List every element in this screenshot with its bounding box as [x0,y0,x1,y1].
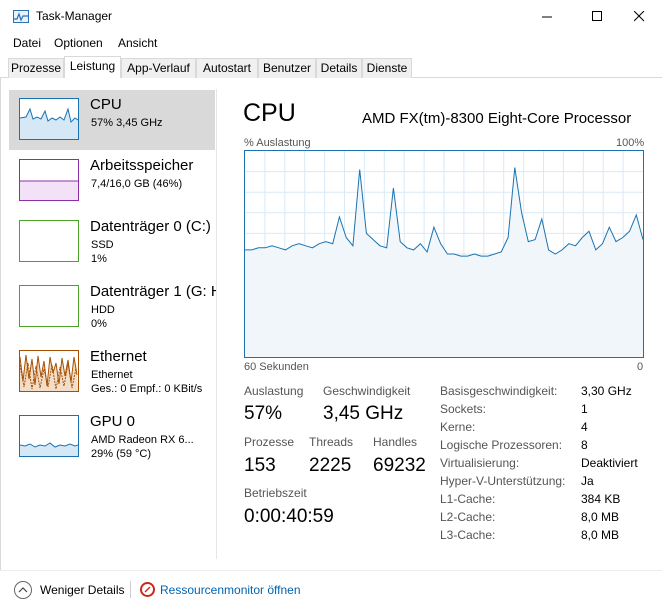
chevron-up-icon[interactable] [14,581,32,599]
stat-value-betriebszeit: 0:00:40:59 [244,506,334,527]
stat-label-prozesse: Prozesse [244,435,295,449]
resource-stat-cpu: 57% 3,45 GHz [91,117,163,129]
stat-label-threads: Threads [309,435,354,449]
close-icon [634,11,645,22]
tab-prozesse[interactable]: Prozesse [8,58,64,78]
maximize-icon [592,11,602,21]
tab-app-verlauf[interactable]: App-Verlauf [121,58,196,78]
stat-value-threads: 2225 [309,455,352,476]
resource-item-cpu[interactable]: CPU 57% 3,45 GHz [9,90,215,150]
stat-label-geschwindigkeit: Geschwindigkeit [323,384,411,398]
resource-stat-ethernet: Ges.: 0 Empf.: 0 KBit/s [91,383,203,395]
task-manager-app-icon [13,10,29,23]
resource-stat-disk-1: 0% [91,318,107,330]
menu-bar: Datei Optionen Ansicht [0,33,662,53]
info-value: 4 [581,420,588,434]
maximize-button[interactable] [574,0,620,32]
graph-x-end: 0 [637,361,644,373]
info-value: Ja [581,474,594,488]
info-label: Logische Prozessoren: [440,438,563,452]
info-label: L3-Cache: [440,528,496,542]
resource-model-gpu: AMD Radeon RX 6... [91,434,194,446]
graph-x-start: 60 Sekunden [244,361,309,373]
info-label: L1-Cache: [440,492,496,506]
menu-datei[interactable]: Datei [13,36,42,50]
resource-type-disk-1: HDD [91,304,115,316]
stat-value-prozesse: 153 [244,455,276,476]
stat-label-handles: Handles [373,435,418,449]
info-value: 8 [581,438,588,452]
title-bar[interactable]: Task-Manager [0,0,662,32]
menu-optionen[interactable]: Optionen [54,36,103,50]
memory-graph-icon [19,159,79,201]
resource-item-gpu[interactable]: GPU 0 AMD Radeon RX 6... 29% (59 °C) [9,407,215,467]
cpu-usage-chart [245,151,643,357]
resource-item-disk-1[interactable]: Datenträger 1 (G: H HDD 0% [9,277,216,337]
resource-stat-memory: 7,4/16,0 GB (46%) [91,178,183,190]
resource-monitor-icon[interactable] [140,582,155,597]
resource-name-gpu: GPU 0 [90,413,136,430]
graph-y-label: % Auslastung [244,137,311,149]
cpu-usage-line [245,167,643,257]
info-label: Basisgeschwindigkeit: [440,384,558,398]
minimize-icon [542,16,552,18]
close-button[interactable] [616,0,662,32]
resource-type-ethernet: Ethernet [91,369,133,381]
info-value: 3,30 GHz [581,384,632,398]
cpu-usage-area [245,167,643,357]
disk-graph-icon [19,220,79,262]
cpu-model-name: AMD FX(tm)-8300 Eight-Core Processor [362,110,632,127]
stat-label-betriebszeit: Betriebszeit [244,486,307,500]
stat-label-auslastung: Auslastung [244,384,304,398]
detail-title: CPU [243,99,296,127]
info-value: 384 KB [581,492,621,506]
disk-graph-icon [19,285,79,327]
tab-bar: Prozesse Leistung App-Verlauf Autostart … [0,56,662,79]
resource-item-memory[interactable]: Arbeitsspeicher 7,4/16,0 GB (46%) [9,151,215,211]
resource-list: CPU 57% 3,45 GHz Arbeitsspeicher 7,4/16,… [9,89,216,559]
resource-name-disk-0: Datenträger 0 (C:) [90,218,211,235]
tab-dienste[interactable]: Dienste [362,58,412,78]
resource-stat-gpu: 29% (59 °C) [91,448,152,460]
tab-details[interactable]: Details [316,58,362,78]
info-label: L2-Cache: [440,510,496,524]
info-value: Deaktiviert [581,456,638,470]
stat-value-geschwindigkeit: 3,45 GHz [323,403,404,424]
bottom-separator [130,581,131,598]
menu-ansicht[interactable]: Ansicht [118,36,158,50]
info-label: Hyper-V-Unterstützung: [440,474,566,488]
info-label: Virtualisierung: [440,456,520,470]
fewer-details-button[interactable]: Weniger Details [40,583,125,597]
stat-value-auslastung: 57% [244,403,283,424]
graph-y-max: 100% [616,137,645,149]
resource-name-memory: Arbeitsspeicher [90,157,194,174]
info-label: Kerne: [440,420,476,434]
info-value: 1 [581,402,588,416]
cpu-graph-icon [19,98,79,140]
bottom-bar: Weniger Details Ressourcenmonitor öffnen [0,570,662,604]
open-resource-monitor-link[interactable]: Ressourcenmonitor öffnen [160,583,301,597]
cpu-usage-graph [244,150,644,358]
pane-divider [216,89,217,559]
gpu-graph-icon [19,415,79,457]
resource-name-cpu: CPU [90,96,122,113]
network-graph-icon [19,350,79,392]
info-label: Sockets: [440,402,487,416]
window-title: Task-Manager [36,9,113,23]
minimize-button[interactable] [524,0,570,32]
resource-stat-disk-0: 1% [91,253,107,265]
info-value: 8,0 MB [581,510,620,524]
tab-benutzer[interactable]: Benutzer [258,58,316,78]
resource-name-ethernet: Ethernet [90,348,147,365]
info-value: 8,0 MB [581,528,620,542]
resource-type-disk-0: SSD [91,239,114,251]
tab-leistung[interactable]: Leistung [64,56,121,79]
stat-value-handles: 69232 [373,455,426,476]
tab-autostart[interactable]: Autostart [196,58,258,78]
resource-name-disk-1: Datenträger 1 (G: H [90,283,216,300]
resource-item-disk-0[interactable]: Datenträger 0 (C:) SSD 1% [9,212,215,272]
resource-item-ethernet[interactable]: Ethernet Ethernet Ges.: 0 Empf.: 0 KBit/… [9,342,215,402]
